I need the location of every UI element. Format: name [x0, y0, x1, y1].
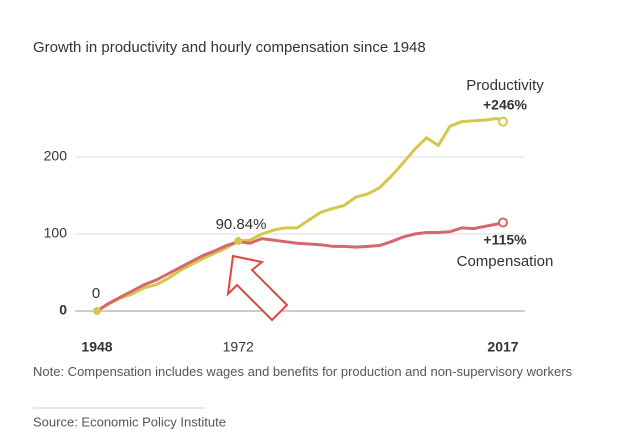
annotation: +115% — [483, 232, 527, 248]
plot-area: 0 100 200 1948 1972 2017 — [44, 116, 525, 355]
marker — [498, 116, 508, 127]
marker — [93, 307, 101, 315]
y-tick-label: 0 — [59, 302, 67, 318]
legend-label: Compensation — [457, 253, 554, 270]
y-tick-label: 100 — [44, 225, 68, 241]
note: Note: Compensation includes wages and be… — [33, 364, 573, 379]
chart-title: Growth in productivity and hourly compen… — [33, 39, 426, 56]
x-tick-label: 2017 — [487, 339, 518, 355]
legend-label: Productivity — [466, 77, 544, 94]
source: Source: Economic Policy Institute — [33, 414, 226, 429]
line — [96, 117, 504, 313]
line — [96, 220, 504, 313]
x-tick-label: 1972 — [223, 339, 254, 355]
annotation: 90.84% — [216, 216, 267, 233]
annotation: 0 — [92, 285, 100, 302]
y-tick-label: 200 — [44, 148, 68, 164]
note-text: Note: Compensation includes wages and be… — [33, 364, 573, 379]
x-tick-label: 1948 — [81, 339, 112, 355]
marker — [234, 237, 243, 246]
marker — [498, 217, 508, 228]
annotation: +246% — [483, 97, 528, 113]
arrow — [226, 254, 289, 322]
